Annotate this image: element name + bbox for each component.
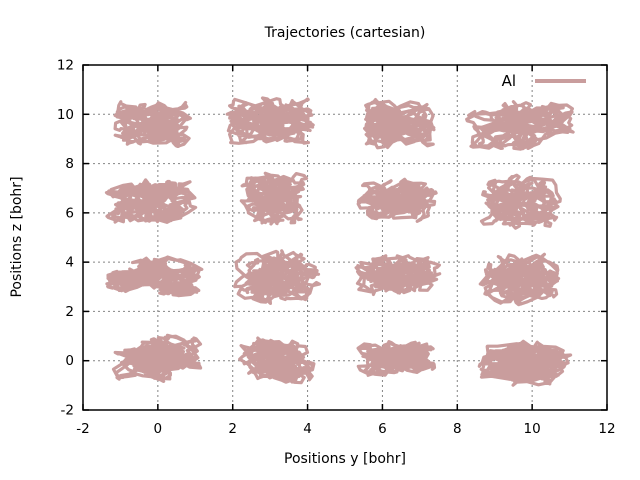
trajectory-cluster	[465, 100, 575, 151]
x-tick-label: 8	[453, 421, 462, 437]
trajectory-cluster	[233, 249, 321, 305]
x-tick-label: 0	[154, 421, 163, 437]
y-tick-label: -2	[61, 403, 74, 419]
trajectory-cluster	[478, 252, 561, 307]
y-tick-label: 12	[57, 58, 74, 74]
trajectory-cluster	[477, 339, 573, 387]
x-tick-label: 6	[378, 421, 387, 437]
y-tick-label: 0	[65, 353, 74, 369]
y-tick-label: 10	[57, 107, 74, 123]
trajectory-cluster	[356, 177, 438, 223]
trajectory-cluster	[479, 173, 562, 230]
x-tick-label: 2	[228, 421, 237, 437]
x-axis-label: Positions y [bohr]	[284, 451, 406, 467]
trajectory-cluster	[238, 336, 316, 385]
trajectory-cluster	[113, 100, 192, 148]
y-tick-label: 2	[65, 304, 74, 320]
x-tick-label: 10	[524, 421, 541, 437]
y-tick-label: 4	[65, 255, 74, 271]
trajectory-cluster	[105, 255, 204, 298]
trajectory-cluster	[225, 96, 315, 145]
legend-series-label: Al	[501, 72, 516, 90]
y-tick-label: 6	[65, 205, 74, 221]
x-tick-label: 12	[598, 421, 615, 437]
trajectory-cluster	[111, 333, 203, 383]
trajectory-cluster	[363, 98, 436, 150]
y-tick-label: 8	[65, 156, 74, 172]
x-tick-label: -2	[76, 421, 89, 437]
chart-title: Trajectories (cartesian)	[264, 25, 426, 41]
trajectory-cluster	[354, 254, 442, 297]
trajectory-cluster	[356, 340, 437, 377]
trajectory-cluster	[104, 178, 198, 224]
trajectory-cluster	[239, 171, 309, 226]
plot-border	[82, 64, 608, 411]
x-tick-label: 4	[303, 421, 312, 437]
